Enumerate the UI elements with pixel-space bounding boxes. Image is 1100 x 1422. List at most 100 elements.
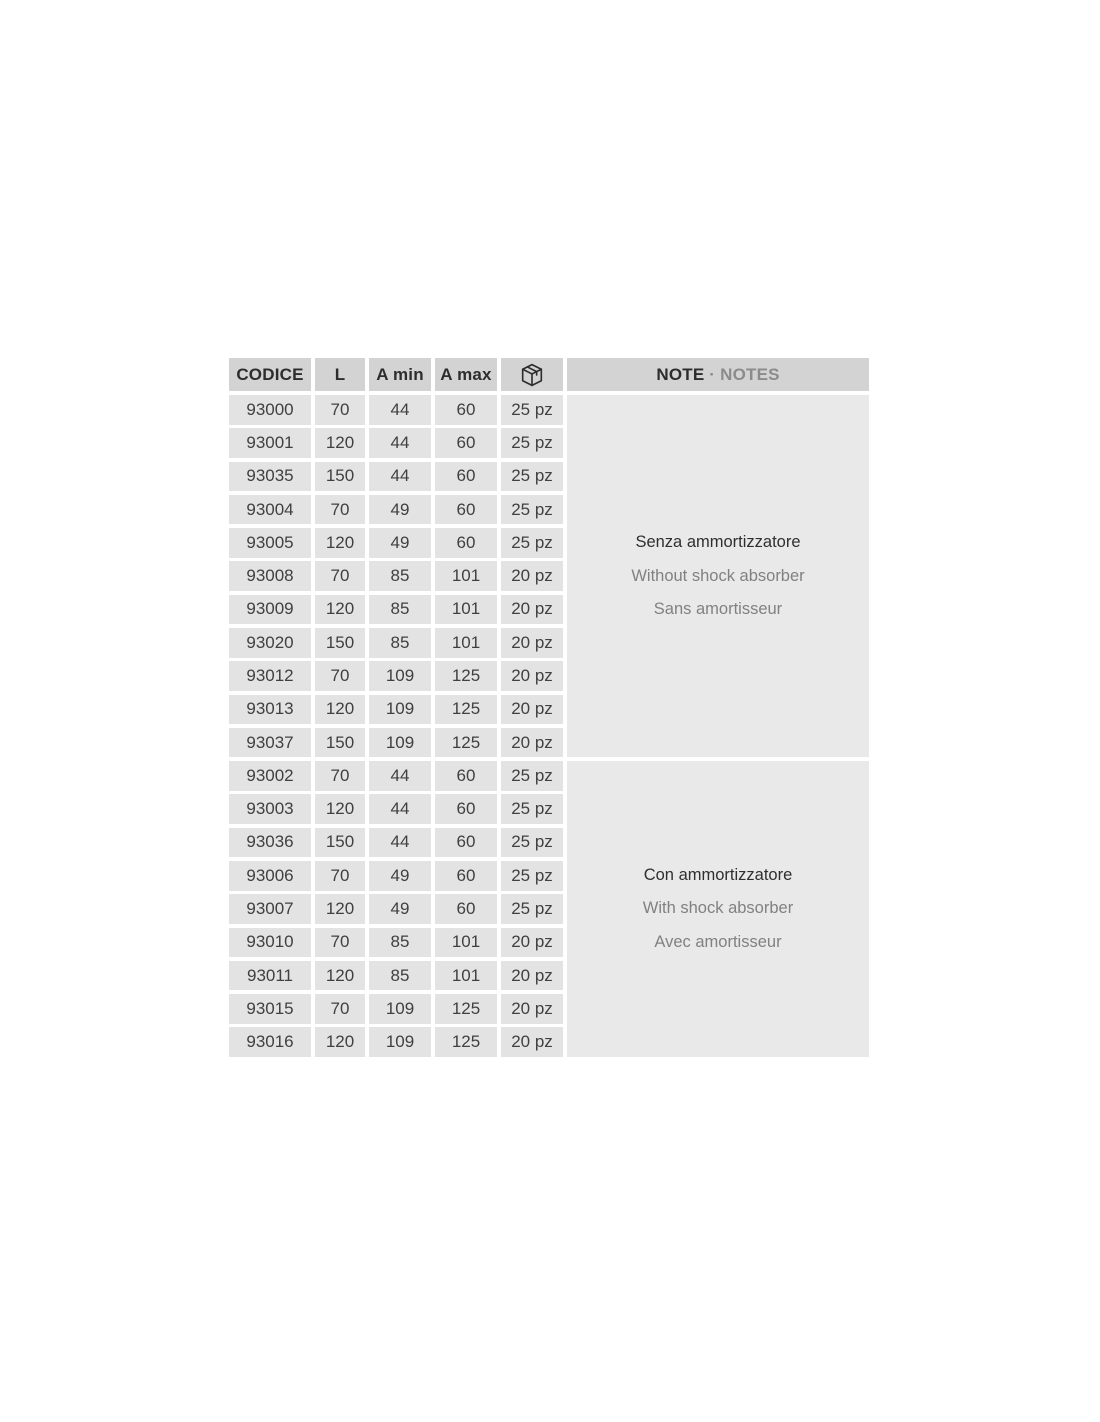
table-row: 93005 120 49 60 25 pz bbox=[229, 528, 563, 558]
table-cell: 44 bbox=[369, 395, 431, 425]
table-cell: 25 pz bbox=[501, 894, 563, 924]
table-cell: 20 pz bbox=[501, 994, 563, 1024]
table-row: 93016 120 109 125 20 pz bbox=[229, 1027, 563, 1057]
table-row: 93035 150 44 60 25 pz bbox=[229, 461, 563, 492]
table-row: 93004 70 49 60 25 pz bbox=[229, 494, 563, 525]
table-rows-column: 93000 70 44 60 25 pz 93001 120 44 60 25 pz 93035 15… bbox=[229, 395, 563, 758]
table-cell: 44 bbox=[369, 461, 431, 492]
table-cell: 93009 bbox=[229, 594, 311, 625]
table-cell: 120 bbox=[315, 428, 365, 458]
table-row: 93037 150 109 125 20 pz bbox=[229, 727, 563, 758]
table-cell: 49 bbox=[369, 494, 431, 525]
table-row: 93010 70 85 101 20 pz bbox=[229, 927, 563, 958]
table-cell: 49 bbox=[369, 528, 431, 558]
table-cell: 93000 bbox=[229, 395, 311, 425]
note-header-secondary: NOTES bbox=[720, 364, 780, 384]
table-cell: 93011 bbox=[229, 960, 311, 991]
table-row: 93036 150 44 60 25 pz bbox=[229, 827, 563, 858]
table-cell: 20 pz bbox=[501, 661, 563, 691]
column-header-codice: CODICE bbox=[229, 358, 311, 391]
table-cell: 120 bbox=[315, 794, 365, 824]
table-cell: 93035 bbox=[229, 461, 311, 492]
table-cell: 93016 bbox=[229, 1027, 311, 1057]
table-cell: 93004 bbox=[229, 494, 311, 525]
table-cell: 60 bbox=[435, 827, 497, 858]
table-cell: 60 bbox=[435, 528, 497, 558]
table-cell: 20 pz bbox=[501, 1027, 563, 1057]
table-cell: 20 pz bbox=[501, 927, 563, 958]
note-line: Avec amortisseur bbox=[654, 932, 782, 951]
table-cell: 150 bbox=[315, 627, 365, 658]
table-cell: 44 bbox=[369, 761, 431, 791]
note-line: Without shock absorber bbox=[631, 566, 805, 585]
table-row: 93015 70 109 125 20 pz bbox=[229, 994, 563, 1024]
table-cell: 60 bbox=[435, 395, 497, 425]
table-cell: 109 bbox=[369, 694, 431, 725]
note-panel: Con ammortizzatore With shock absorber Ave… bbox=[567, 761, 869, 1057]
table-cell: 93008 bbox=[229, 561, 311, 591]
table-cell: 49 bbox=[369, 894, 431, 924]
table-cell: 101 bbox=[435, 960, 497, 991]
table-cell: 93037 bbox=[229, 727, 311, 758]
table-cell: 93013 bbox=[229, 694, 311, 725]
table-cell: 60 bbox=[435, 860, 497, 891]
table-cell: 93007 bbox=[229, 894, 311, 924]
table-cell: 93005 bbox=[229, 528, 311, 558]
table-cell: 25 pz bbox=[501, 860, 563, 891]
table-cell: 125 bbox=[435, 661, 497, 691]
table-cell: 120 bbox=[315, 694, 365, 725]
table-cell: 70 bbox=[315, 395, 365, 425]
table-cell: 20 pz bbox=[501, 594, 563, 625]
table-row: 93000 70 44 60 25 pz bbox=[229, 395, 563, 425]
table-cell: 125 bbox=[435, 994, 497, 1024]
table-cell: 93010 bbox=[229, 927, 311, 958]
table-cell: 125 bbox=[435, 694, 497, 725]
table-cell: 150 bbox=[315, 461, 365, 492]
table-cell: 25 pz bbox=[501, 428, 563, 458]
table-cell: 44 bbox=[369, 827, 431, 858]
table-cell: 44 bbox=[369, 794, 431, 824]
table-cell: 20 pz bbox=[501, 561, 563, 591]
table-cell: 101 bbox=[435, 927, 497, 958]
table-cell: 85 bbox=[369, 960, 431, 991]
table-cell: 60 bbox=[435, 894, 497, 924]
table-row: 93009 120 85 101 20 pz bbox=[229, 594, 563, 625]
product-spec-table: CODICE L A min A max NOTE · NOTES 93000 7… bbox=[229, 358, 869, 1057]
table-row: 93013 120 109 125 20 pz bbox=[229, 694, 563, 725]
table-cell: 25 pz bbox=[501, 794, 563, 824]
table-cell: 70 bbox=[315, 761, 365, 791]
table-cell: 60 bbox=[435, 428, 497, 458]
table-cell: 49 bbox=[369, 860, 431, 891]
table-cell: 85 bbox=[369, 561, 431, 591]
table-cell: 93001 bbox=[229, 428, 311, 458]
table-cell: 120 bbox=[315, 1027, 365, 1057]
table-cell: 120 bbox=[315, 528, 365, 558]
table-rows-column: 93002 70 44 60 25 pz 93003 120 44 60 25 pz 93036 15… bbox=[229, 761, 563, 1057]
table-cell: 125 bbox=[435, 727, 497, 758]
table-cell: 101 bbox=[435, 627, 497, 658]
table-cell: 70 bbox=[315, 561, 365, 591]
column-header-package bbox=[501, 358, 563, 391]
table-cell: 125 bbox=[435, 1027, 497, 1057]
column-header-notes: NOTE · NOTES bbox=[567, 358, 869, 391]
table-cell: 93012 bbox=[229, 661, 311, 691]
note-header-primary: NOTE bbox=[656, 364, 705, 384]
table-cell: 93002 bbox=[229, 761, 311, 791]
table-cell: 25 pz bbox=[501, 528, 563, 558]
table-row: 93020 150 85 101 20 pz bbox=[229, 627, 563, 658]
table-body: 93000 70 44 60 25 pz 93001 120 44 60 25 pz 93035 15… bbox=[229, 395, 869, 1057]
table-group: 93000 70 44 60 25 pz 93001 120 44 60 25 pz 93035 15… bbox=[229, 395, 869, 758]
table-cell: 93003 bbox=[229, 794, 311, 824]
table-cell: 101 bbox=[435, 561, 497, 591]
table-cell: 85 bbox=[369, 927, 431, 958]
table-cell: 25 pz bbox=[501, 827, 563, 858]
note-line: Sans amortisseur bbox=[653, 599, 783, 618]
table-row: 93012 70 109 125 20 pz bbox=[229, 661, 563, 691]
table-cell: 20 pz bbox=[501, 727, 563, 758]
table-cell: 25 pz bbox=[501, 494, 563, 525]
column-header-l: L bbox=[315, 358, 365, 391]
table-header-row: CODICE L A min A max NOTE · NOTES bbox=[229, 358, 869, 391]
table-cell: 150 bbox=[315, 727, 365, 758]
table-cell: 20 pz bbox=[501, 694, 563, 725]
table-cell: 109 bbox=[369, 1027, 431, 1057]
